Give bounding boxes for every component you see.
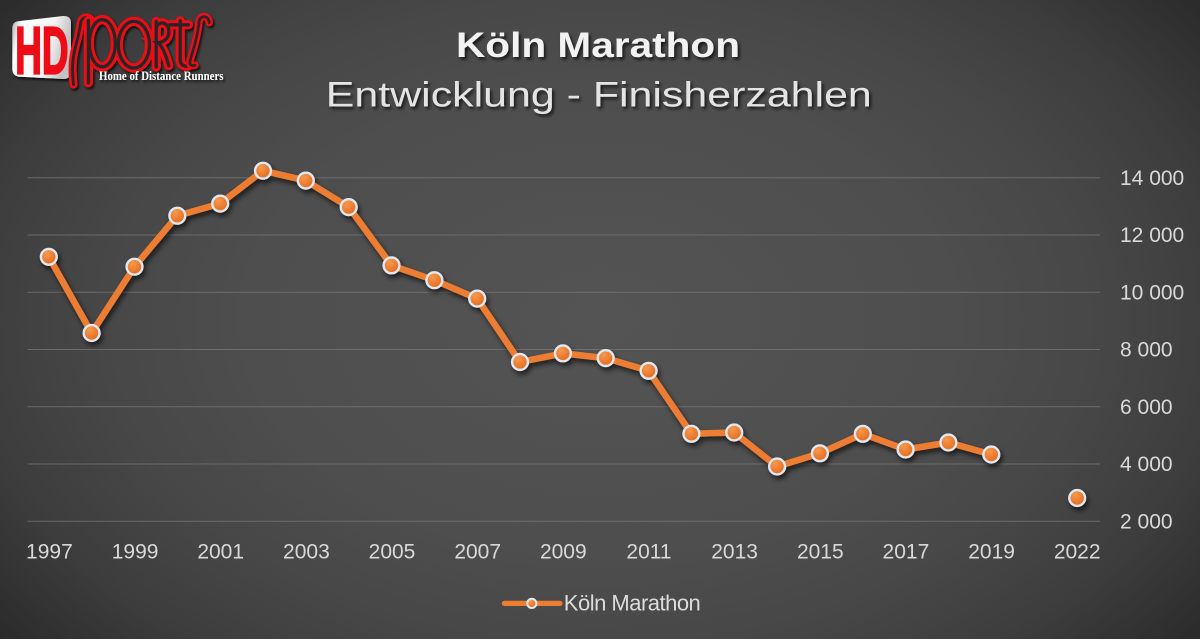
svg-text:2001: 2001 [197,541,244,564]
svg-text:6 000: 6 000 [1120,396,1173,419]
svg-text:4 000: 4 000 [1120,453,1173,476]
svg-text:2013: 2013 [711,541,758,564]
svg-text:2017: 2017 [883,541,930,564]
svg-text:8 000: 8 000 [1120,339,1173,362]
svg-text:Home of Distance Runners: Home of Distance Runners [99,69,224,83]
svg-text:2 000: 2 000 [1120,511,1173,534]
svg-text:1999: 1999 [112,541,159,564]
svg-text:2015: 2015 [797,541,844,564]
svg-text:2005: 2005 [369,541,416,564]
svg-text:Köln Marathon: Köln Marathon [564,591,701,616]
svg-text:2007: 2007 [454,541,501,564]
svg-text:Köln Marathon: Köln Marathon [456,26,740,65]
svg-text:Entwicklung - Finisherzahlen: Entwicklung - Finisherzahlen [326,75,872,114]
svg-text:2011: 2011 [626,541,671,564]
svg-text:10 000: 10 000 [1120,281,1184,304]
svg-text:2019: 2019 [968,541,1015,564]
svg-text:HD: HD [15,14,68,88]
svg-text:1997: 1997 [26,541,73,564]
svg-text:2003: 2003 [283,541,330,564]
svg-text:2022: 2022 [1054,541,1101,564]
svg-text:2009: 2009 [540,541,587,564]
svg-text:14 000: 14 000 [1120,167,1184,190]
svg-text:12 000: 12 000 [1120,224,1184,247]
